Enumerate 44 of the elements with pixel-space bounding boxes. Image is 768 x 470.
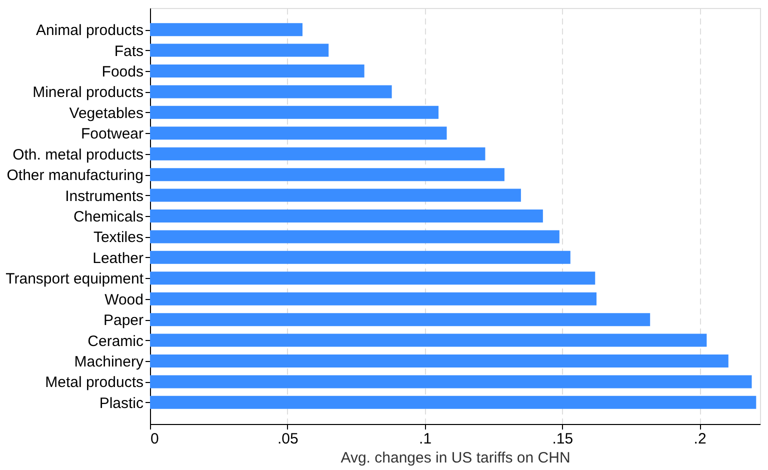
y-tick-label: Ceramic <box>88 332 144 350</box>
y-tick-label: Metal products <box>45 374 144 392</box>
y-tick-label: Animal products <box>36 22 144 40</box>
x-tick-label: .1 <box>419 430 432 448</box>
bar <box>150 272 596 285</box>
x-axis-title: Avg. changes in US tariffs on CHN <box>340 450 570 466</box>
bar <box>150 44 329 57</box>
y-tick-label: Fats <box>114 42 144 60</box>
bar <box>150 106 439 119</box>
y-tick-label: Transport equipment <box>6 270 144 288</box>
bar <box>150 375 752 388</box>
y-tick-label: Foods <box>102 64 144 80</box>
y-tick-label: Other manufacturing <box>6 167 144 184</box>
bar <box>150 188 521 202</box>
y-tick-label: Footwear <box>80 126 144 143</box>
x-tick-label: .15 <box>552 430 574 448</box>
x-tick-label: .2 <box>694 430 706 448</box>
y-tick-label: Oth. metal products <box>12 146 144 164</box>
y-tick-label: Mineral products <box>32 84 144 102</box>
y-tick-label: Instruments <box>65 188 144 205</box>
bar <box>150 147 486 160</box>
bar <box>150 250 570 264</box>
bar <box>150 85 392 98</box>
x-tick-label: .05 <box>277 430 298 448</box>
bar <box>150 210 543 222</box>
x-tick-label: 0 <box>150 430 159 448</box>
y-tick-label: Wood <box>104 291 144 308</box>
y-tick-label: Textiles <box>93 229 144 246</box>
bar <box>150 354 728 368</box>
bar <box>150 292 597 306</box>
bar <box>150 396 756 409</box>
bar <box>150 23 302 36</box>
y-tick-label: Plastic <box>99 394 144 412</box>
bar <box>150 126 447 140</box>
bar <box>150 64 364 78</box>
y-tick-label: Machinery <box>74 354 144 370</box>
y-tick-label: Leather <box>92 250 144 267</box>
y-tick-label: Paper <box>103 312 144 330</box>
bar <box>150 230 560 244</box>
y-tick-label: Chemicals <box>73 208 144 226</box>
bar <box>150 313 650 326</box>
y-tick-label: Vegetables <box>69 104 144 122</box>
bar <box>150 168 504 182</box>
bar <box>150 334 707 347</box>
